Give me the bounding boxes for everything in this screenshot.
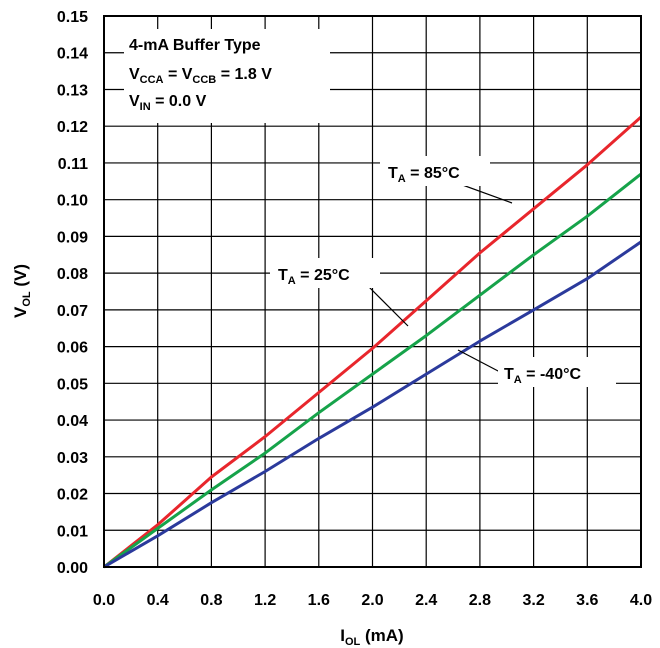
- y-tick-label: 0.03: [57, 450, 88, 467]
- y-tick-label: 0.09: [57, 229, 88, 246]
- y-tick-label: 0.08: [57, 266, 88, 283]
- conditions-box: 4-mA Buffer Type VCCA = VCCB = 1.8 V VIN…: [124, 29, 330, 123]
- x-tick-label: 2.4: [415, 592, 437, 609]
- plot-frame: [103, 15, 642, 568]
- y-axis-title: VOL (V): [11, 264, 33, 318]
- y-tick-label: 0.10: [57, 193, 88, 210]
- annotation-25c: TA = 25°C: [270, 258, 409, 327]
- x-tick-label: 1.6: [308, 592, 330, 609]
- y-tick-label: 0.11: [58, 156, 88, 173]
- series-line-25c: [103, 172, 642, 569]
- conditions-line-3: VIN = 0.0 V: [129, 93, 207, 113]
- y-tick-label: 0.14: [57, 46, 88, 63]
- y-tick-label: 0.07: [57, 303, 88, 320]
- x-tick-label: 0.8: [200, 592, 222, 609]
- x-tick-label: 2.0: [361, 592, 383, 609]
- y-tick-label: 0.12: [57, 119, 88, 136]
- y-tick-labels: 0.00 0.01 0.02 0.03 0.04 0.05 0.06 0.07 0.08 0.09…: [57, 9, 88, 577]
- y-tick-label: 0.01: [57, 523, 88, 540]
- series-lines: [103, 115, 642, 569]
- x-tick-label: 4.0: [630, 592, 652, 609]
- annotation-minus40c: TA = -40°C: [457, 349, 616, 387]
- x-tick-label: 1.2: [254, 592, 276, 609]
- y-tick-label: 0.05: [57, 376, 88, 393]
- x-tick-label: 3.2: [522, 592, 544, 609]
- label-minus40c: TA = -40°C: [504, 366, 581, 386]
- label-25c: TA = 25°C: [278, 267, 350, 287]
- conditions-line-2: VCCA = VCCB = 1.8 V: [129, 66, 272, 86]
- y-tick-label: 0.02: [57, 487, 88, 504]
- x-tick-label: 3.6: [576, 592, 598, 609]
- x-tick-label: 2.8: [469, 592, 491, 609]
- label-85c: TA = 85°C: [388, 165, 460, 185]
- x-tick-labels: 0.0 0.4 0.8 1.2 1.6 2.0 2.4 2.8 3.2 3.6 4.0: [93, 592, 652, 609]
- y-tick-label: 0.13: [57, 82, 88, 99]
- y-tick-label: 0.04: [57, 413, 88, 430]
- annotation-85c: TA = 85°C: [380, 156, 513, 204]
- x-tick-label: 0.4: [147, 592, 169, 609]
- y-tick-label: 0.00: [57, 560, 88, 577]
- series-line-minus40c: [103, 240, 642, 569]
- x-axis-title: IOL (mA): [340, 626, 403, 648]
- conditions-line-1: 4-mA Buffer Type: [129, 37, 261, 54]
- x-tick-label: 0.0: [93, 592, 115, 609]
- y-tick-label: 0.15: [57, 9, 88, 26]
- series-line-85c: [103, 115, 642, 569]
- y-tick-label: 0.06: [57, 340, 88, 357]
